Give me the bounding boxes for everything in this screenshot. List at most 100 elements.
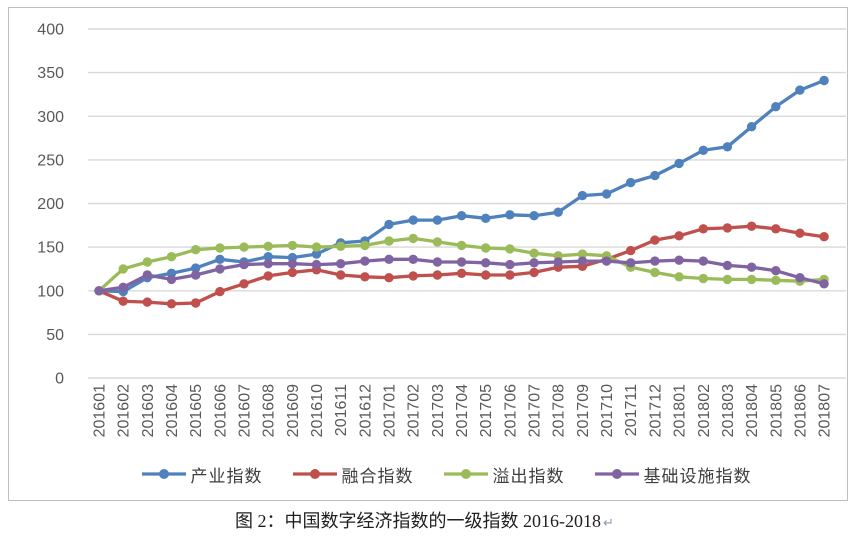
data-point-marker bbox=[118, 296, 128, 306]
data-point-marker bbox=[674, 231, 684, 241]
x-axis-tick-label: 201608 bbox=[261, 384, 278, 437]
data-point-marker bbox=[311, 242, 322, 252]
x-axis-tick-label: 201703 bbox=[430, 384, 447, 437]
data-point-marker bbox=[577, 256, 588, 266]
data-point-marker bbox=[553, 207, 563, 217]
x-axis-tick-label: 201711 bbox=[623, 384, 640, 436]
data-point-marker bbox=[481, 243, 491, 253]
y-axis-tick-label: 300 bbox=[37, 109, 64, 126]
data-point-marker bbox=[336, 241, 346, 251]
y-axis-tick-label: 100 bbox=[37, 283, 64, 300]
data-point-marker bbox=[456, 257, 467, 267]
data-point-marker bbox=[505, 210, 515, 220]
y-axis-tick-label: 350 bbox=[37, 65, 64, 82]
data-point-marker bbox=[650, 267, 660, 278]
x-axis-tick-label: 201611 bbox=[333, 384, 350, 436]
data-point-marker bbox=[529, 258, 539, 268]
data-point-marker bbox=[819, 75, 829, 86]
x-axis-tick-label: 201604 bbox=[164, 384, 181, 437]
data-point-marker bbox=[191, 245, 201, 255]
legend-marker-icon bbox=[594, 469, 639, 479]
x-axis-tick-label: 201708 bbox=[551, 384, 568, 437]
data-point-marker bbox=[432, 215, 443, 225]
data-point-marker bbox=[263, 241, 273, 251]
data-point-marker bbox=[263, 252, 273, 262]
data-point-marker bbox=[287, 240, 298, 251]
data-point-marker bbox=[311, 259, 322, 270]
legend-item: 溢出指数 bbox=[443, 462, 565, 487]
figure-caption: 图 2：中国数字经济指数的一级指数 2016-2018 ↵ bbox=[0, 507, 849, 533]
data-point-marker bbox=[795, 273, 805, 283]
x-axis-tick-label: 201803 bbox=[720, 384, 737, 437]
data-point-marker bbox=[626, 177, 636, 188]
data-point-marker bbox=[771, 102, 781, 112]
data-point-marker bbox=[432, 257, 443, 267]
data-point-marker bbox=[601, 256, 612, 266]
legend-item: 基础设施指数 bbox=[594, 462, 752, 487]
data-point-marker bbox=[650, 235, 660, 245]
legend-label: 基础设施指数 bbox=[643, 466, 752, 486]
x-axis-tick-label: 201706 bbox=[502, 384, 519, 437]
data-point-marker bbox=[771, 224, 781, 234]
data-point-marker bbox=[118, 282, 128, 292]
data-point-marker bbox=[360, 256, 370, 266]
data-point-marker bbox=[674, 158, 684, 169]
data-point-marker bbox=[215, 254, 225, 264]
data-point-marker bbox=[601, 189, 612, 199]
x-axis-tick-label: 201602 bbox=[116, 384, 133, 437]
y-axis-tick-label: 150 bbox=[37, 240, 64, 257]
data-point-marker bbox=[263, 259, 273, 269]
y-axis-tick-label: 50 bbox=[46, 327, 64, 344]
data-point-marker bbox=[142, 297, 152, 307]
x-axis-tick-label: 201712 bbox=[647, 384, 664, 437]
x-axis-tick-label: 201701 bbox=[382, 384, 399, 437]
data-point-marker bbox=[239, 259, 249, 270]
y-axis-tick-label: 200 bbox=[37, 196, 64, 213]
data-point-marker bbox=[722, 223, 733, 233]
data-point-marker bbox=[771, 266, 781, 276]
data-point-marker bbox=[650, 256, 660, 266]
x-axis-tick-label: 201707 bbox=[527, 384, 544, 437]
data-point-marker bbox=[626, 258, 636, 268]
data-point-marker bbox=[481, 258, 491, 268]
x-axis-tick-label: 201705 bbox=[478, 384, 495, 437]
data-point-marker bbox=[626, 245, 636, 256]
data-point-marker bbox=[481, 213, 491, 223]
x-axis-tick-label: 201609 bbox=[285, 384, 302, 437]
data-point-marker bbox=[456, 211, 467, 221]
data-point-marker bbox=[408, 215, 418, 225]
legend-label: 溢出指数 bbox=[492, 466, 565, 486]
figure-caption-text: 图 2：中国数字经济指数的一级指数 2016-2018 bbox=[235, 511, 602, 531]
paragraph-return-mark: ↵ bbox=[603, 515, 614, 530]
data-point-marker bbox=[577, 249, 588, 259]
data-point-marker bbox=[94, 286, 104, 296]
data-point-marker bbox=[722, 260, 733, 271]
data-point-marker bbox=[746, 262, 757, 272]
data-point-marker bbox=[456, 240, 467, 251]
data-point-marker bbox=[674, 272, 684, 282]
data-point-marker bbox=[191, 298, 201, 308]
data-point-marker bbox=[287, 259, 298, 269]
data-point-marker bbox=[118, 264, 128, 274]
data-point-marker bbox=[746, 221, 757, 231]
legend-marker-icon bbox=[141, 469, 186, 479]
data-point-marker bbox=[746, 122, 757, 132]
data-point-marker bbox=[698, 145, 708, 155]
legend-item: 融合指数 bbox=[292, 462, 414, 487]
data-point-marker bbox=[360, 240, 370, 251]
x-axis-tick-label: 201801 bbox=[672, 384, 689, 437]
legend-marker-icon bbox=[292, 469, 337, 479]
data-point-marker bbox=[311, 249, 322, 259]
legend-item: 产业指数 bbox=[141, 462, 263, 487]
data-point-marker bbox=[795, 228, 805, 238]
data-point-marker bbox=[505, 270, 515, 280]
data-point-marker bbox=[287, 267, 298, 278]
y-axis-tick-label: 400 bbox=[37, 22, 64, 39]
data-point-marker bbox=[432, 270, 443, 280]
data-point-marker bbox=[505, 259, 515, 270]
data-point-marker bbox=[166, 252, 177, 262]
data-point-marker bbox=[505, 244, 515, 254]
x-axis-tick-label: 201710 bbox=[599, 384, 616, 437]
data-point-marker bbox=[650, 170, 660, 181]
